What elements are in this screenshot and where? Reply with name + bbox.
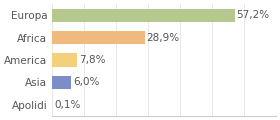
Text: 28,9%: 28,9% — [146, 33, 179, 43]
Bar — [52, 9, 235, 22]
Text: 57,2%: 57,2% — [237, 10, 270, 20]
Text: 6,0%: 6,0% — [73, 77, 99, 87]
Text: 7,8%: 7,8% — [79, 55, 105, 65]
Text: 0,1%: 0,1% — [54, 100, 80, 110]
Bar — [52, 31, 144, 44]
Bar — [52, 76, 71, 89]
Bar — [52, 53, 77, 67]
